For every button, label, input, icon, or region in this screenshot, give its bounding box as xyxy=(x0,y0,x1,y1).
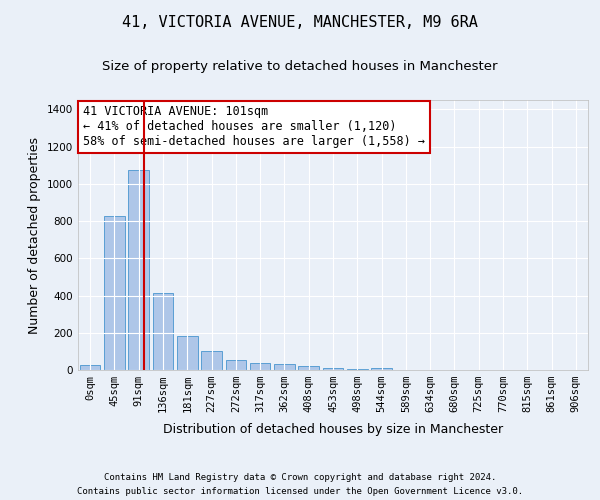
Text: Contains public sector information licensed under the Open Government Licence v3: Contains public sector information licen… xyxy=(77,488,523,496)
Text: Contains HM Land Registry data © Crown copyright and database right 2024.: Contains HM Land Registry data © Crown c… xyxy=(104,472,496,482)
Bar xyxy=(274,364,295,370)
Bar xyxy=(201,352,222,370)
Bar xyxy=(371,368,392,370)
Text: Distribution of detached houses by size in Manchester: Distribution of detached houses by size … xyxy=(163,422,503,436)
Bar xyxy=(347,368,368,370)
Bar xyxy=(80,366,100,370)
Y-axis label: Number of detached properties: Number of detached properties xyxy=(28,136,41,334)
Bar xyxy=(104,216,125,370)
Bar xyxy=(152,292,173,370)
Bar xyxy=(226,360,246,370)
Bar xyxy=(177,336,197,370)
Bar xyxy=(298,366,319,370)
Text: Size of property relative to detached houses in Manchester: Size of property relative to detached ho… xyxy=(102,60,498,73)
Text: 41 VICTORIA AVENUE: 101sqm
← 41% of detached houses are smaller (1,120)
58% of s: 41 VICTORIA AVENUE: 101sqm ← 41% of deta… xyxy=(83,106,425,148)
Text: 41, VICTORIA AVENUE, MANCHESTER, M9 6RA: 41, VICTORIA AVENUE, MANCHESTER, M9 6RA xyxy=(122,15,478,30)
Bar xyxy=(250,364,271,370)
Bar xyxy=(128,170,149,370)
Bar xyxy=(323,368,343,370)
